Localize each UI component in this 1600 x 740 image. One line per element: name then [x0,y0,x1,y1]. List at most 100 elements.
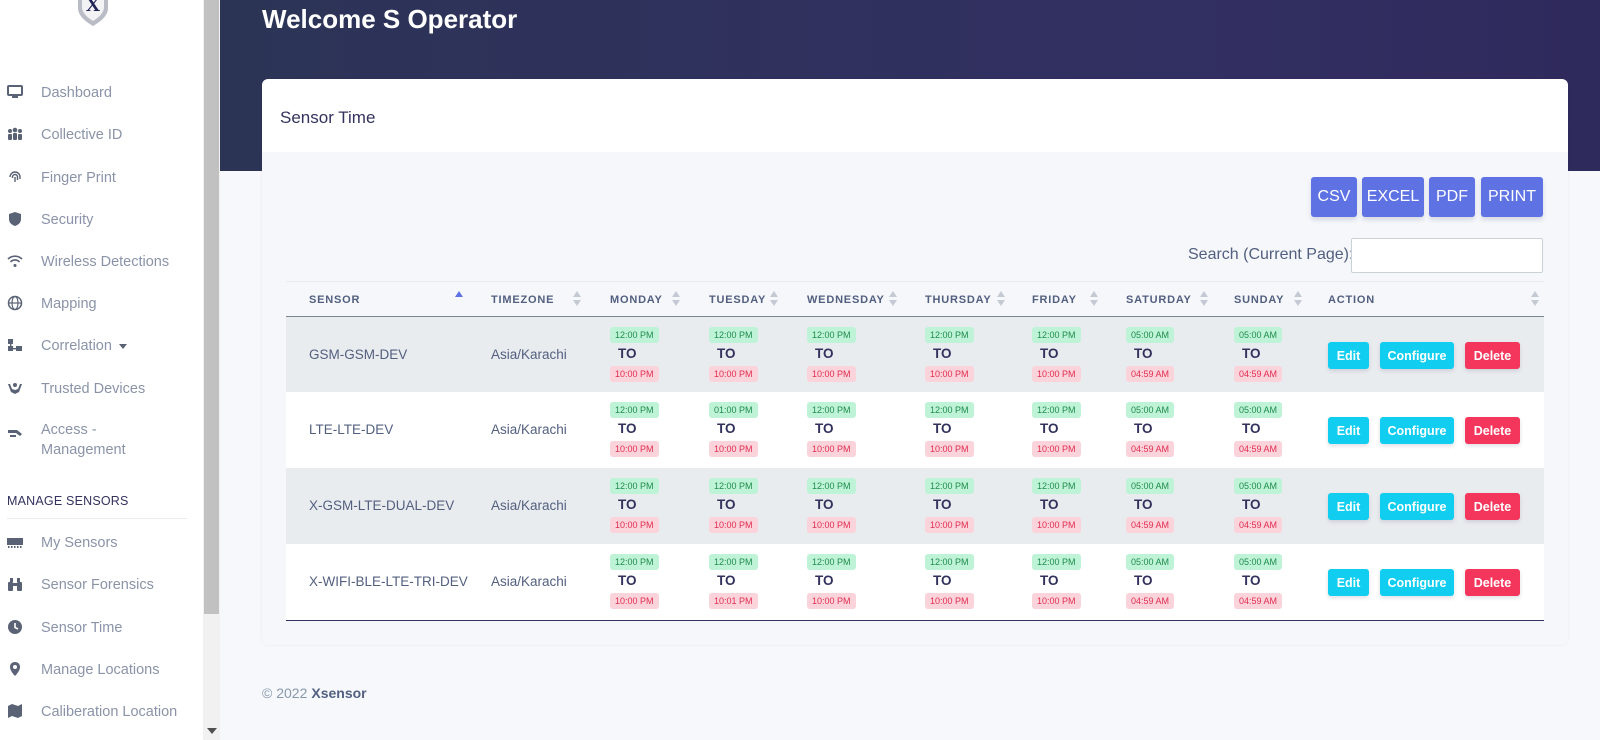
configure-button[interactable]: Configure [1380,493,1454,520]
configure-button[interactable]: Configure [1380,569,1454,596]
sort-asc-icon[interactable] [455,291,463,307]
sort-icon[interactable] [573,291,581,307]
table-header: SENSOR TIMEZONE MONDAY TUESDAY WEDNESDAY… [286,281,1544,317]
sidebar-item-correlation[interactable]: Correlation [0,336,200,356]
to-label: TO [815,346,834,361]
sidebar-item-label: Finger Print [41,170,116,186]
col-header-saturday[interactable]: SATURDAY [1126,294,1192,306]
xsensor-logo[interactable]: X [76,0,110,26]
sidebar: X Dashboard Collective ID Finger Print S… [0,0,203,740]
sidebar-item-sensor-time[interactable]: Sensor Time [0,618,200,638]
edit-button[interactable]: Edit [1328,569,1369,596]
col-header-monday[interactable]: MONDAY [610,294,663,306]
search-input[interactable] [1351,238,1543,273]
sidebar-item-access-management[interactable]: Access - Management [0,420,200,460]
col-header-thursday[interactable]: THURSDAY [925,294,992,306]
edit-button[interactable]: Edit [1328,342,1369,369]
col-header-sensor[interactable]: SENSOR [309,294,361,306]
sidebar-item-caliberation-location[interactable]: Caliberation Location [0,702,200,722]
start-time-badge: 12:00 PM [807,327,856,343]
scroll-down-arrow-icon[interactable] [207,728,217,734]
to-label: TO [618,346,637,361]
end-time-badge: 10:00 PM [610,593,659,609]
to-label: TO [1040,573,1059,588]
sort-icon[interactable] [997,291,1005,307]
delete-button[interactable]: Delete [1465,493,1520,520]
sensor-name: LTE-LTE-DEV [309,422,394,437]
users-icon [7,126,23,142]
start-time-badge: 12:00 PM [610,478,659,494]
end-time-badge: 10:00 PM [807,593,856,609]
sort-icon[interactable] [672,291,680,307]
delete-button[interactable]: Delete [1465,569,1520,596]
edit-button[interactable]: Edit [1328,417,1369,444]
sidebar-item-trusted-devices[interactable]: Trusted Devices [0,379,200,399]
sort-icon[interactable] [1090,291,1098,307]
end-time-badge: 04:59 AM [1234,441,1283,457]
svg-text:X: X [86,0,101,16]
end-time-badge: 10:00 PM [709,366,758,382]
configure-button[interactable]: Configure [1380,342,1454,369]
pdf-button[interactable]: PDF [1429,177,1475,217]
delete-button[interactable]: Delete [1465,342,1520,369]
sort-icon[interactable] [1200,291,1208,307]
binoculars-icon [7,576,23,592]
hands-icon [7,380,23,396]
to-label: TO [1134,421,1153,436]
sidebar-item-label: Manage Locations [41,662,160,678]
col-header-wednesday[interactable]: WEDNESDAY [807,294,885,306]
end-time-badge: 10:00 PM [610,441,659,457]
end-time-badge: 04:59 AM [1234,593,1283,609]
sidebar-item-manage-locations[interactable]: Manage Locations [0,660,200,680]
sidebar-item-security[interactable]: Security [0,210,200,230]
print-button[interactable]: PRINT [1481,177,1543,217]
to-label: TO [1242,421,1261,436]
end-time-badge: 04:59 AM [1234,366,1283,382]
col-header-action[interactable]: ACTION [1328,294,1375,306]
col-header-timezone[interactable]: TIMEZONE [491,294,555,306]
col-header-friday[interactable]: FRIDAY [1032,294,1077,306]
sensor-name: X-WIFI-BLE-LTE-TRI-DEV [309,574,468,589]
start-time-badge: 12:00 PM [1032,402,1081,418]
sidebar-item-sensor-forensics[interactable]: Sensor Forensics [0,575,200,595]
start-time-badge: 12:00 PM [610,402,659,418]
to-label: TO [933,573,952,588]
end-time-badge: 10:01 PM [709,593,758,609]
sidebar-item-wireless-detections[interactable]: Wireless Detections [0,252,200,272]
sort-icon[interactable] [1294,291,1302,307]
end-time-badge: 10:00 PM [709,441,758,457]
sort-icon[interactable] [889,291,897,307]
start-time-badge: 05:00 AM [1126,327,1175,343]
sidebar-item-label: Security [41,212,94,228]
excel-button[interactable]: EXCEL [1362,177,1424,217]
start-time-badge: 05:00 AM [1126,554,1175,570]
sidebar-item-finger-print[interactable]: Finger Print [0,168,200,188]
sidebar-item-mapping[interactable]: Mapping [0,294,200,314]
edit-button[interactable]: Edit [1328,493,1369,520]
to-label: TO [618,421,637,436]
start-time-badge: 12:00 PM [610,327,659,343]
sidebar-scrollbar-thumb[interactable] [204,0,219,614]
footer-brand-link[interactable]: Xsensor [311,685,367,701]
sidebar-item-dashboard[interactable]: Dashboard [0,83,200,103]
col-header-tuesday[interactable]: TUESDAY [709,294,767,306]
delete-button[interactable]: Delete [1465,417,1520,444]
sidebar-item-label: Correlation [41,336,127,356]
end-time-badge: 10:00 PM [1032,517,1081,533]
end-time-badge: 04:59 AM [1126,517,1175,533]
sidebar-item-label: Mapping [41,296,97,312]
sidebar-item-my-sensors[interactable]: My Sensors [0,533,200,553]
csv-button[interactable]: CSV [1311,177,1357,217]
diagram-icon [7,337,23,353]
sort-icon[interactable] [1531,291,1539,307]
configure-button[interactable]: Configure [1380,417,1454,444]
to-label: TO [1242,346,1261,361]
to-label: TO [815,497,834,512]
col-header-sunday[interactable]: SUNDAY [1234,294,1285,306]
sort-icon[interactable] [770,291,778,307]
end-time-badge: 10:00 PM [1032,593,1081,609]
timezone: Asia/Karachi [491,347,567,362]
sidebar-item-collective-id[interactable]: Collective ID [0,125,200,145]
to-label: TO [717,346,736,361]
start-time-badge: 05:00 AM [1234,327,1283,343]
